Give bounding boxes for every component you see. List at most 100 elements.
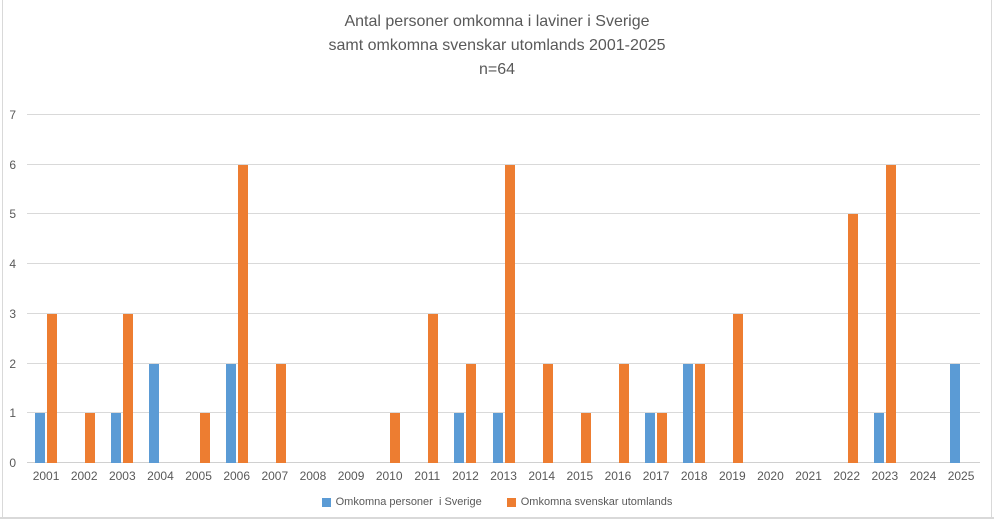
x-tick-label-2021: 2021: [795, 469, 822, 483]
x-tick-label-2014: 2014: [528, 469, 556, 483]
bar-group-2015: [561, 115, 599, 463]
bar-2018-series-2: [695, 363, 706, 463]
gridline-1: [27, 412, 980, 414]
legend-swatch-icon-1: [321, 497, 331, 507]
bar-2023-series-2: [885, 164, 896, 463]
bar-2013-series-1: [492, 413, 503, 463]
x-tick-label-2005: 2005: [185, 469, 212, 483]
y-tick-label-3: 3: [9, 306, 16, 321]
gridline-2: [27, 362, 980, 364]
bar-group-2003: [103, 115, 141, 463]
bar-group-2008: [294, 115, 332, 463]
bar-2013-series-2: [504, 164, 515, 463]
x-tick-label-2017: 2017: [642, 469, 670, 483]
bar-2019-series-2: [733, 313, 744, 463]
x-tick-label-2016: 2016: [604, 469, 632, 483]
x-tick-label-2025: 2025: [947, 469, 975, 483]
y-tick-label-0: 0: [9, 456, 16, 470]
bar-group-2005: [180, 115, 218, 463]
x-tick-label-2006: 2006: [223, 469, 251, 483]
gridline-0: [27, 462, 980, 463]
bar-2017-series-2: [657, 413, 668, 463]
bar-2025-series-1: [950, 363, 961, 463]
bar-group-2004: [141, 115, 179, 463]
bar-2010-series-2: [390, 413, 401, 463]
bar-2006-series-2: [237, 164, 248, 463]
bar-2014-series-2: [542, 363, 553, 463]
bar-2002-series-2: [85, 413, 96, 463]
x-tick-label-2020: 2020: [757, 469, 784, 483]
bar-2022-series-2: [847, 214, 858, 463]
y-tick-label-5: 5: [9, 207, 16, 222]
legend-item-2: Omkomna svenskar utomlands: [506, 496, 673, 508]
x-tick-label-2007: 2007: [261, 469, 289, 483]
bar-group-2023: [866, 115, 904, 463]
gridline-3: [27, 312, 980, 314]
bar-group-2006: [218, 115, 256, 463]
bar-group-2017: [637, 115, 675, 463]
y-tick-label-4: 4: [9, 257, 16, 272]
gridline-6: [27, 163, 980, 165]
legend-item-1: Omkomna personer i Sverige: [321, 496, 482, 508]
chart-title: Antal personer omkomna i laviner i Sveri…: [0, 10, 994, 82]
bar-group-2014: [523, 115, 561, 463]
legend-label-1: Omkomna personer i Sverige: [335, 496, 482, 508]
bar-2007-series-2: [275, 363, 286, 463]
x-tick-label-2013: 2013: [490, 469, 517, 483]
x-tick-label-2022: 2022: [833, 469, 861, 483]
x-tick-label-2019: 2019: [718, 469, 746, 483]
bar-2001-series-1: [35, 413, 46, 463]
bar-2015-series-2: [580, 413, 591, 463]
bar-group-2011: [408, 115, 446, 463]
x-tick-label-2008: 2008: [299, 469, 327, 483]
bars-row: [27, 115, 980, 463]
chart-frame-right-border: [991, 0, 992, 518]
gridline-5: [27, 213, 980, 215]
y-tick-label-6: 6: [9, 157, 16, 172]
bar-group-2013: [485, 115, 523, 463]
x-tick-label-2023: 2023: [871, 469, 899, 483]
bar-2023-series-1: [873, 413, 884, 463]
bar-group-2009: [332, 115, 370, 463]
bar-group-2020: [751, 115, 789, 463]
x-tick-label-2001: 2001: [32, 469, 60, 483]
gridline-4: [27, 263, 980, 265]
bar-group-2022: [828, 115, 866, 463]
bar-group-2016: [599, 115, 637, 463]
chart-title-line-1: Antal personer omkomna i laviner i Sveri…: [344, 13, 650, 30]
legend: Omkomna personer i Sverige Omkomna svensk…: [0, 495, 994, 509]
x-tick-label-2011: 2011: [414, 469, 441, 483]
bar-group-2021: [790, 115, 828, 463]
bar-2018-series-1: [683, 363, 694, 463]
x-tick-label-2002: 2002: [70, 469, 98, 483]
chart-title-line-3: n=64: [478, 61, 516, 78]
bar-group-2024: [904, 115, 942, 463]
bar-2003-series-2: [123, 313, 134, 463]
chart-frame-bottom-border: [0, 517, 994, 519]
y-tick-label-7: 7: [9, 108, 16, 122]
chart-title-line-2: samt omkomna svenskar utomlands 2001-202…: [328, 37, 666, 54]
bar-group-2025: [942, 115, 980, 463]
bar-2001-series-2: [47, 313, 58, 463]
x-tick-label-2024: 2024: [909, 469, 937, 483]
y-tick-label-2: 2: [9, 356, 16, 371]
bar-2005-series-2: [199, 413, 210, 463]
bar-group-2019: [713, 115, 751, 463]
x-tick-label-2015: 2015: [566, 469, 594, 483]
chart-frame-left-border: [2, 0, 3, 518]
x-tick-label-2009: 2009: [337, 469, 365, 483]
x-tick-label-2003: 2003: [108, 469, 136, 483]
bar-group-2018: [675, 115, 713, 463]
x-axis: 2001 2002 2003 2004 2005 2006 2007 2008 2009 2010…: [27, 469, 980, 483]
bar-2004-series-1: [149, 363, 160, 463]
bar-2016-series-2: [618, 363, 629, 463]
plot-area: [27, 114, 980, 463]
x-tick-label-2012: 2012: [452, 469, 479, 483]
x-tick-label-2010: 2010: [375, 469, 403, 483]
y-axis: 0 1 2 3 4 5 6 7: [0, 108, 16, 470]
legend-swatch-icon-2: [506, 497, 516, 507]
bar-2012-series-2: [466, 363, 477, 463]
gridline-7: [27, 114, 980, 115]
legend-label-2: Omkomna svenskar utomlands: [520, 496, 673, 508]
